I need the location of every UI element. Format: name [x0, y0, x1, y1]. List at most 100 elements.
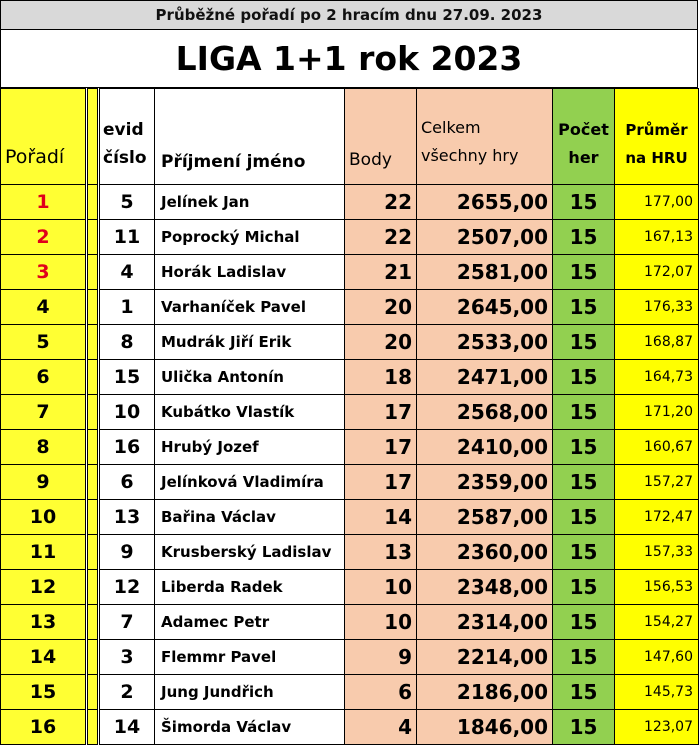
column-separator [85, 219, 100, 255]
points-cell: 22 [344, 219, 417, 255]
column-separator [85, 184, 100, 220]
rank-cell: 15 [0, 674, 87, 710]
name-cell: Ulička Antonín [154, 359, 345, 395]
column-separator [85, 709, 100, 745]
evid-cell: 13 [98, 499, 155, 535]
rank-cell: 8 [0, 429, 87, 465]
total-cell: 2587,00 [416, 499, 553, 535]
col-header-games-line2: her [568, 148, 599, 167]
total-cell: 2314,00 [416, 604, 553, 640]
name-cell: Flemmr Pavel [154, 639, 345, 675]
average-cell: 157,27 [614, 464, 699, 500]
name-cell: Varhaníček Pavel [154, 289, 345, 325]
col-header-total-line2: všechny hry [421, 146, 519, 165]
table-row: 1 5 Jelínek Jan 22 2655,00 15 177,00 [0, 184, 699, 220]
col-header-evid-line1: evid [103, 120, 144, 140]
average-cell: 157,33 [614, 534, 699, 570]
evid-cell: 14 [98, 709, 155, 745]
name-cell: Krusberský Ladislav [154, 534, 345, 570]
average-cell: 156,53 [614, 569, 699, 605]
column-separator [85, 639, 100, 675]
total-cell: 1846,00 [416, 709, 553, 745]
table-row: 9 6 Jelínková Vladimíra 17 2359,00 15 157,27 [0, 464, 699, 500]
average-cell: 177,00 [614, 184, 699, 220]
name-cell: Adamec Petr [154, 604, 345, 640]
total-cell: 2533,00 [416, 324, 553, 360]
evid-cell: 12 [98, 569, 155, 605]
points-cell: 4 [344, 709, 417, 745]
col-header-average-line2: na HRU [625, 149, 688, 167]
rank-cell: 9 [0, 464, 87, 500]
evid-cell: 9 [98, 534, 155, 570]
col-header-rank: Pořadí [0, 88, 87, 185]
name-cell: Jelínková Vladimíra [154, 464, 345, 500]
column-separator [85, 254, 100, 290]
evid-cell: 5 [98, 184, 155, 220]
evid-cell: 11 [98, 219, 155, 255]
col-header-name: Příjmení jméno [154, 88, 345, 185]
games-cell: 15 [552, 569, 615, 605]
evid-cell: 15 [98, 359, 155, 395]
total-cell: 2507,00 [416, 219, 553, 255]
column-separator [85, 289, 100, 325]
league-title: LIGA 1+1 rok 2023 [0, 30, 698, 88]
column-separator [85, 499, 100, 535]
rank-cell: 5 [0, 324, 87, 360]
games-cell: 15 [552, 184, 615, 220]
points-cell: 17 [344, 429, 417, 465]
table-row: 7 10 Kubátko Vlastík 17 2568,00 15 171,20 [0, 394, 699, 430]
total-cell: 2655,00 [416, 184, 553, 220]
name-cell: Hrubý Jozef [154, 429, 345, 465]
table-row: 8 16 Hrubý Jozef 17 2410,00 15 160,67 [0, 429, 699, 465]
header-row: Pořadí evid číslo Příjmení jméno Body Cel… [0, 88, 699, 185]
rank-cell: 14 [0, 639, 87, 675]
rank-cell: 16 [0, 709, 87, 745]
table-row: 10 13 Bařina Václav 14 2587,00 15 172,47 [0, 499, 699, 535]
evid-cell: 2 [98, 674, 155, 710]
rank-cell: 11 [0, 534, 87, 570]
games-cell: 15 [552, 394, 615, 430]
total-cell: 2359,00 [416, 464, 553, 500]
column-separator [85, 464, 100, 500]
table-row: 14 3 Flemmr Pavel 9 2214,00 15 147,60 [0, 639, 699, 675]
col-header-average-line1: Průměr [625, 121, 688, 139]
name-cell: Liberda Radek [154, 569, 345, 605]
table-row: 6 15 Ulička Antonín 18 2471,00 15 164,73 [0, 359, 699, 395]
average-cell: 164,73 [614, 359, 699, 395]
table-row: 12 12 Liberda Radek 10 2348,00 15 156,53 [0, 569, 699, 605]
column-separator [85, 674, 100, 710]
total-cell: 2348,00 [416, 569, 553, 605]
col-header-evid: evid číslo [98, 88, 155, 185]
name-cell: Horák Ladislav [154, 254, 345, 290]
total-cell: 2360,00 [416, 534, 553, 570]
average-cell: 123,07 [614, 709, 699, 745]
total-cell: 2410,00 [416, 429, 553, 465]
evid-cell: 4 [98, 254, 155, 290]
rank-cell: 6 [0, 359, 87, 395]
average-cell: 172,47 [614, 499, 699, 535]
column-separator [85, 429, 100, 465]
points-cell: 14 [344, 499, 417, 535]
name-cell: Bařina Václav [154, 499, 345, 535]
games-cell: 15 [552, 674, 615, 710]
total-cell: 2471,00 [416, 359, 553, 395]
column-separator [85, 604, 100, 640]
name-cell: Mudrák Jiří Erik [154, 324, 345, 360]
games-cell: 15 [552, 359, 615, 395]
average-cell: 176,33 [614, 289, 699, 325]
table-row: 15 2 Jung Jundřich 6 2186,00 15 145,73 [0, 674, 699, 710]
rank-cell: 3 [0, 254, 87, 290]
table-row: 11 9 Krusberský Ladislav 13 2360,00 15 157,33 [0, 534, 699, 570]
column-separator [85, 534, 100, 570]
total-cell: 2214,00 [416, 639, 553, 675]
average-cell: 171,20 [614, 394, 699, 430]
average-cell: 167,13 [614, 219, 699, 255]
table-row: 13 7 Adamec Petr 10 2314,00 15 154,27 [0, 604, 699, 640]
points-cell: 20 [344, 289, 417, 325]
games-cell: 15 [552, 534, 615, 570]
points-cell: 10 [344, 569, 417, 605]
evid-cell: 7 [98, 604, 155, 640]
col-header-average: Průměr na HRU [614, 88, 699, 185]
name-cell: Jung Jundřich [154, 674, 345, 710]
